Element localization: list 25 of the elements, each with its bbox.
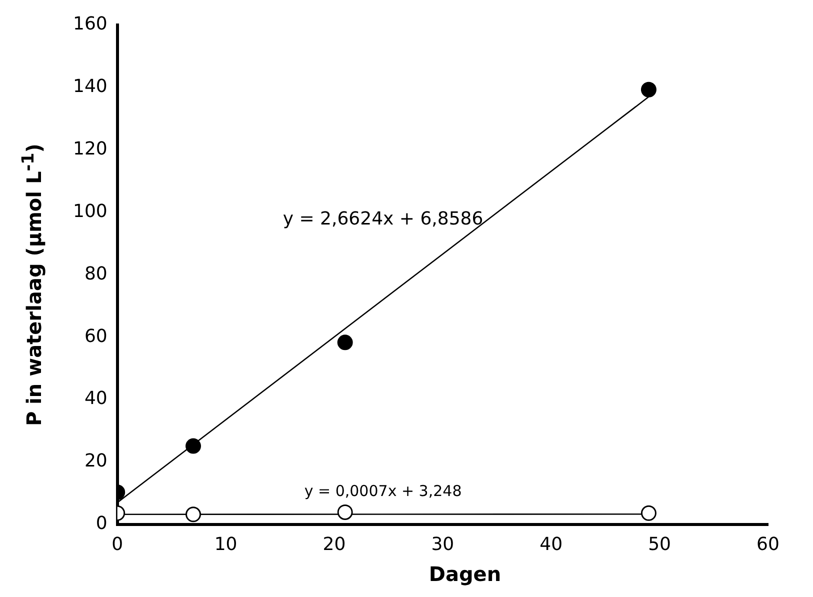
x-tick-label: 20 xyxy=(322,534,346,555)
point xyxy=(337,504,353,520)
x-tick-label: 30 xyxy=(431,534,454,555)
y-tick-label: 100 xyxy=(72,200,108,222)
x-tick-label: 60 xyxy=(756,534,780,555)
point xyxy=(640,505,656,521)
x-tick-label: 40 xyxy=(540,534,563,555)
y-tick-label: 0 xyxy=(96,513,108,534)
point xyxy=(640,82,656,98)
point xyxy=(337,334,353,350)
y-tick-label: 160 xyxy=(72,14,108,35)
annotation: y = 2,6624x + 6,8586 xyxy=(282,208,484,230)
x-tick-label: 0 xyxy=(112,534,124,555)
x-tick-label: 50 xyxy=(648,534,672,555)
point xyxy=(186,506,202,522)
y-tick-label: 80 xyxy=(84,263,108,284)
annotation: y = 0,0007x + 3,248 xyxy=(304,482,462,500)
x-axis-title: Dagen xyxy=(428,562,502,586)
point xyxy=(186,438,202,454)
y-tick-label: 140 xyxy=(72,76,108,98)
y-tick-label: 40 xyxy=(84,388,108,410)
y-tick-label: 120 xyxy=(72,138,108,160)
y-tick-label: 60 xyxy=(84,326,108,347)
x-tick-label: 10 xyxy=(214,534,238,555)
y-tick-label: 20 xyxy=(84,450,108,472)
